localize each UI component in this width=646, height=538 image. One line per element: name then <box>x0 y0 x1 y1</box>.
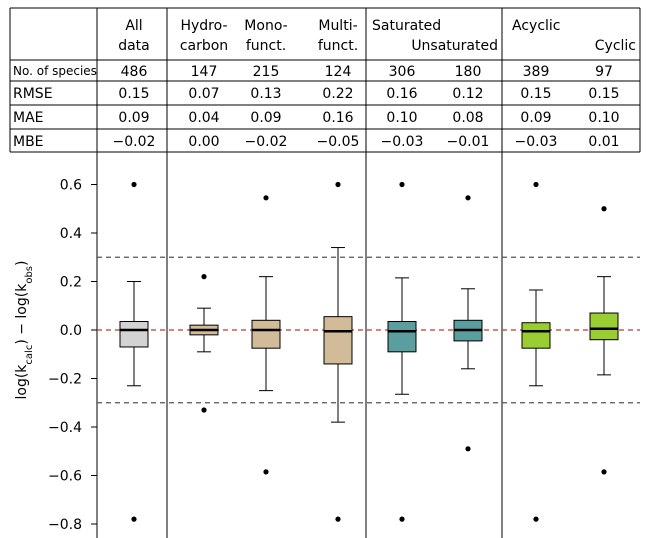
y-tick-label: 0.0 <box>60 323 82 339</box>
box-plot: 0.6 0.4 0.2 0.0 −0.2 −0.4 −0.6 −0.8 log(kcalc) −… <box>14 178 640 533</box>
y-tick-label: 0.2 <box>60 275 82 291</box>
table-cell: 486 <box>121 64 148 80</box>
row-label: MBE <box>13 134 44 150</box>
table-cell: 97 <box>595 64 613 80</box>
outlier-point <box>533 516 539 522</box>
outlier-point <box>465 446 471 452</box>
box-all-data <box>119 181 149 522</box>
table-cell: −0.03 <box>515 134 558 150</box>
row-label: No. of species <box>13 64 97 78</box>
box-saturated <box>387 181 417 522</box>
table-cell: 124 <box>325 64 352 80</box>
y-axis-label: log(kcalc) − log(kobs) <box>14 261 35 400</box>
outlier-point <box>263 469 269 475</box>
table-header: All data Hydro-carbon Mono-funct. Multi-func… <box>118 18 636 54</box>
outlier-point <box>335 181 341 188</box>
y-tick-label: −0.4 <box>48 420 82 436</box>
table-cell: 0.09 <box>118 110 149 126</box>
table-cell: 0.10 <box>588 110 619 126</box>
box-unsaturated <box>453 195 483 452</box>
table-cell: 0.09 <box>520 110 551 126</box>
table-cell: 0.15 <box>118 86 149 102</box>
outlier-point <box>601 469 607 475</box>
outlier-point <box>465 195 471 201</box>
column-header-line2: data <box>118 38 150 54</box>
box-acyclic <box>521 181 551 522</box>
column-header-line1: Hydro- <box>180 18 227 34</box>
table-cell: 0.08 <box>452 110 483 126</box>
row-label: RMSE <box>13 86 53 102</box>
column-header-line1: Saturated <box>372 18 441 34</box>
outlier-point <box>131 181 137 188</box>
column-header-line2: carbon <box>180 38 228 54</box>
table-cell: 0.16 <box>386 86 417 102</box>
box-iqr <box>119 321 149 348</box>
outlier-point <box>399 181 405 188</box>
box-multi-funct- <box>323 181 353 522</box>
column-header-line2: funct. <box>318 38 358 54</box>
y-tick-label: −0.2 <box>48 372 82 388</box>
table-cell: 306 <box>389 64 416 80</box>
table-cell: 0.22 <box>322 86 353 102</box>
outlier-point <box>601 206 607 212</box>
table-cell: 215 <box>253 64 280 80</box>
box-hydrocarbon <box>189 274 219 413</box>
box-iqr <box>387 321 417 353</box>
outlier-point <box>201 274 207 280</box>
column-header-line2: Cyclic <box>595 38 636 54</box>
table-cell: −0.01 <box>447 134 490 150</box>
table-cell: 0.04 <box>188 110 219 126</box>
table-cell: 0.10 <box>386 110 417 126</box>
outlier-point <box>131 516 137 522</box>
y-tick-label: −0.6 <box>48 469 82 485</box>
box-iqr <box>521 322 551 349</box>
table-cell: 0.01 <box>588 134 619 150</box>
column-header-line2: funct. <box>246 38 286 54</box>
table-cell: 0.13 <box>250 86 281 102</box>
box-iqr <box>323 316 353 365</box>
outlier-point <box>201 407 207 413</box>
table-cell: 0.12 <box>452 86 483 102</box>
table-cell: −0.03 <box>381 134 424 150</box>
y-tick-label: 0.6 <box>60 178 82 194</box>
outlier-point <box>263 195 269 201</box>
column-header-line1: Multi- <box>318 18 357 34</box>
y-tick-label: −0.8 <box>48 517 82 533</box>
row-label: MAE <box>13 110 44 126</box>
table-cell: −0.05 <box>317 134 360 150</box>
column-header-line1: All <box>125 18 142 34</box>
column-header-line1: Mono- <box>244 18 287 34</box>
box-mono-funct- <box>251 195 281 475</box>
outlier-point <box>399 516 405 522</box>
table-cell: −0.02 <box>245 134 288 150</box>
box-iqr <box>589 312 619 341</box>
table-cell: −0.02 <box>113 134 156 150</box>
table-grid <box>9 7 641 538</box>
table-cell: 389 <box>523 64 550 80</box>
table-cell: 180 <box>455 64 482 80</box>
y-tick-label: 0.4 <box>60 226 82 242</box>
table-cell: 0.00 <box>188 134 219 150</box>
table-cell: 0.16 <box>322 110 353 126</box>
table-cell: 0.15 <box>588 86 619 102</box>
table-cell: 0.07 <box>188 86 219 102</box>
table-cell: 0.09 <box>250 110 281 126</box>
box-cyclic <box>589 206 619 475</box>
column-header-line1: Acyclic <box>512 18 561 34</box>
outlier-point <box>533 181 539 188</box>
table-cell: 147 <box>191 64 218 80</box>
column-header-line2: Unsaturated <box>411 38 498 54</box>
table-body: No. of species 486 147 215 124 306 180 389 97 RMS… <box>13 64 620 150</box>
outlier-point <box>335 516 341 522</box>
table-cell: 0.15 <box>520 86 551 102</box>
box-iqr <box>251 319 281 349</box>
